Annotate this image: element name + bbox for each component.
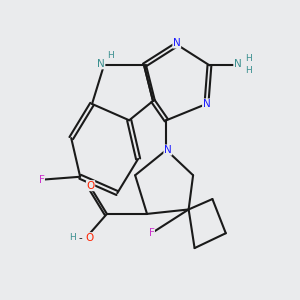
Text: N: N	[202, 99, 210, 109]
Text: O: O	[86, 181, 95, 191]
Text: F: F	[39, 175, 44, 185]
Text: H: H	[246, 54, 252, 63]
Text: N: N	[234, 59, 242, 69]
Text: N: N	[164, 145, 172, 155]
Text: F: F	[148, 228, 154, 238]
Text: H: H	[69, 233, 76, 242]
Text: O: O	[85, 233, 93, 243]
Text: H: H	[107, 51, 114, 60]
Text: N: N	[97, 59, 105, 69]
Text: -: -	[79, 233, 83, 243]
Text: N: N	[173, 38, 181, 48]
Text: H: H	[246, 66, 252, 75]
